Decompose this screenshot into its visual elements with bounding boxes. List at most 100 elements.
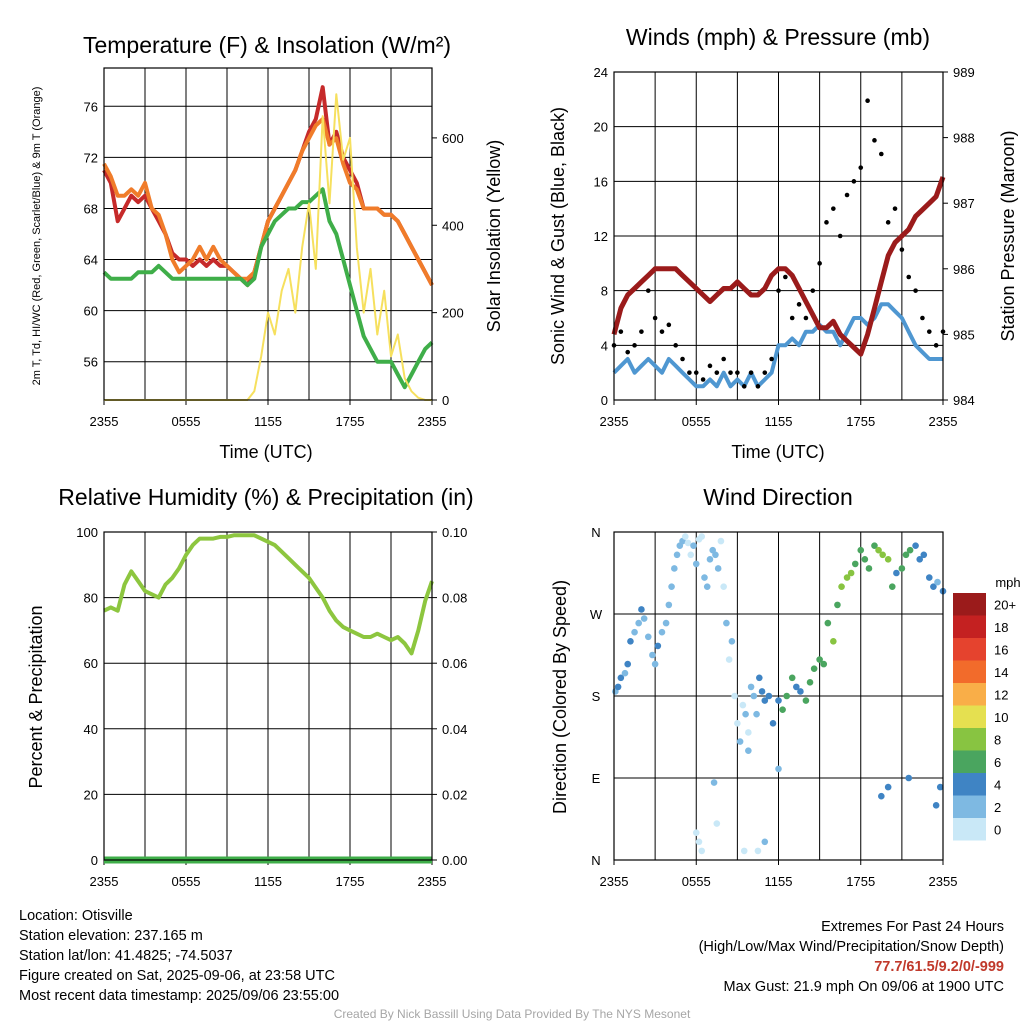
wind-direction-point (687, 551, 695, 559)
gust-point (817, 261, 822, 266)
gust-point (707, 363, 713, 369)
wind-direction-point (745, 729, 752, 736)
y2-tick-label: 987 (953, 196, 975, 211)
gust-point (645, 288, 651, 293)
gust-point (625, 349, 631, 355)
extremes-summary: Extremes For Past 24 Hours (High/Low/Max… (699, 917, 1004, 997)
legend-swatch (953, 795, 986, 818)
x-tick-label: 2355 (929, 874, 958, 889)
wind-direction-point (916, 556, 923, 563)
wind-direction-point (714, 565, 722, 572)
y-tick-label: 0 (601, 393, 608, 408)
series-line-relative-humidity (103, 533, 434, 656)
legend-label: 14 (994, 665, 1008, 680)
legend-swatch (953, 638, 986, 661)
x-tick-label: 0555 (172, 414, 201, 429)
legend-label: 0 (994, 822, 1001, 837)
y2-tick-label: 600 (442, 131, 464, 146)
y-tick-label: 12 (594, 229, 608, 244)
x-tick-label: 1755 (846, 874, 875, 889)
gust-point (680, 356, 685, 362)
y-tick-label: N (591, 853, 600, 868)
legend-swatch (953, 683, 986, 706)
y-tick-label: 8 (601, 284, 608, 299)
gust-point (899, 247, 905, 252)
gust-point (741, 384, 747, 389)
wind-direction-point (644, 633, 652, 641)
wind-direction-point (930, 583, 937, 590)
y2-tick-label: 0.04 (442, 722, 467, 737)
wind-direction-point (875, 546, 882, 554)
wind-direction-point (838, 583, 845, 590)
x-tick-label: 1155 (254, 414, 282, 429)
wind-direction-point (802, 697, 810, 704)
y-tick-label: 56 (84, 355, 98, 370)
gust-point (632, 343, 637, 348)
wind-direction-point (861, 556, 869, 563)
y-tick-label: 60 (84, 656, 98, 671)
gust-point (803, 315, 809, 321)
gust-point (831, 206, 836, 211)
wind-direction-point (668, 583, 675, 590)
wind-direction-point (920, 551, 928, 559)
wind-direction-point (884, 556, 892, 563)
wind-direction-point (754, 847, 762, 855)
wind-direction-point (720, 583, 727, 590)
wind-direction-point (934, 578, 941, 586)
wind-direction-point (635, 619, 642, 627)
temperature-chart-title: Temperature (F) & Insolation (W/m²) (83, 32, 451, 58)
wind-direction-point (925, 574, 933, 581)
x-tick-label: 2355 (929, 414, 958, 429)
wind-direction-point (631, 628, 638, 636)
wind-direction-point (731, 692, 738, 700)
wind-direction-point (824, 619, 832, 627)
wind-direction-point (684, 539, 692, 547)
wind-direction-point (745, 747, 752, 754)
gust-point (913, 288, 918, 293)
x-tick-label: 2355 (418, 874, 447, 889)
wind-direction-point (621, 669, 629, 677)
wind-direction-y-axis-label: Direction (Colored By Speed) (550, 580, 570, 814)
wind-direction-point (761, 697, 769, 704)
wind-direction-point (614, 683, 622, 691)
y2-tick-label: 985 (953, 327, 975, 342)
legend-swatch (953, 660, 986, 683)
y-tick-label: 76 (84, 99, 98, 114)
wind-direction-point (695, 838, 703, 846)
y2-tick-label: 0.06 (442, 656, 467, 671)
y-tick-label: 40 (84, 722, 98, 737)
wind-direction-point (769, 720, 777, 727)
y2-tick-label: 400 (442, 218, 464, 233)
wind-direction-point (671, 565, 678, 572)
y2-tick-label: 986 (953, 262, 975, 277)
legend-label: 6 (994, 755, 1001, 770)
wind-direction-point (690, 542, 697, 549)
x-tick-label: 2355 (418, 414, 447, 429)
wind-direction-point (712, 551, 719, 559)
wind-direction-point (932, 802, 940, 809)
wind-direction-point (747, 683, 755, 691)
x-tick-label: 1755 (846, 414, 875, 429)
wind-direction-point (806, 679, 814, 686)
legend-label: 18 (994, 620, 1008, 635)
wind-direction-point (698, 533, 706, 540)
winds-y-axis-label: Sonic Wind & Gust (Blue, Black) (548, 107, 568, 365)
wind-direction-point (779, 706, 786, 713)
gust-point (844, 192, 850, 198)
gust-point (926, 329, 932, 334)
y2-tick-label: 0.00 (442, 853, 467, 868)
wind-direction-point (725, 656, 733, 663)
temperature-y-axis-label: 2m T, Td, HI/WC (Red, Green, Scarlet/Blu… (31, 87, 43, 386)
gust-point (639, 329, 644, 334)
legend-swatch (953, 615, 986, 638)
extremes-subtitle: (High/Low/Max Wind/Precipitation/Snow De… (698, 939, 1004, 955)
wind-direction-point (713, 820, 721, 827)
gust-point (728, 370, 733, 375)
wind-direction-point (665, 601, 673, 609)
wind-direction-point (893, 569, 900, 577)
wind-direction-point (717, 537, 725, 545)
gust-point (851, 179, 857, 184)
station-location: Location: Otisville (19, 908, 133, 924)
x-tick-label: 1155 (765, 414, 793, 429)
